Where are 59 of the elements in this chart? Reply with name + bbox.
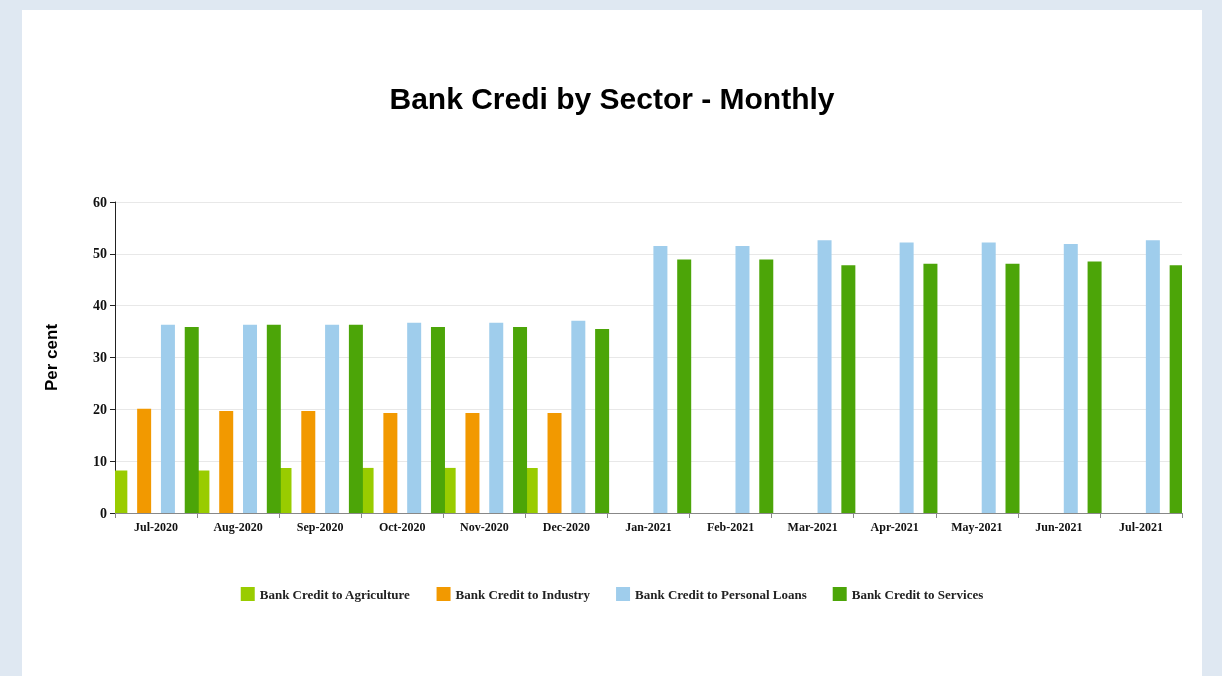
bar [325,324,340,513]
y-tick-label: 30 [93,350,107,365]
bar [899,242,914,513]
bar [243,324,258,513]
bar [817,240,832,513]
bar [301,410,316,513]
bar [653,246,668,513]
bar [1005,263,1020,513]
bar [465,412,480,513]
bar [1169,265,1182,513]
x-tick-label: Mar-2021 [787,520,838,534]
bar [219,410,234,513]
x-tick-label: Jan-2021 [625,520,672,534]
bar [348,324,363,513]
bar [184,326,199,513]
x-tick-label: Oct-2020 [378,520,426,534]
legend-label: Bank Credit to Agriculture [259,586,411,602]
x-tick-label: Jul-2020 [134,520,179,534]
x-tick-label: Dec-2020 [542,520,591,534]
bar [266,324,281,513]
x-tick-label: Sep-2020 [296,520,344,534]
y-tick-label: 20 [93,401,107,417]
bar [1145,240,1160,513]
y-tick-label: 50 [93,246,107,262]
y-tick-label: 10 [93,453,107,469]
legend-label: Bank Credit to Industry [455,586,591,602]
bar [595,328,610,513]
bar [1087,261,1102,513]
x-tick-label: Jun-2021 [1035,520,1083,534]
y-tick-label: 0 [100,505,107,521]
bar [383,412,398,513]
bar [547,412,562,513]
chart-title: Bank Credi by Sector - Monthly [389,81,835,115]
bar [407,322,422,513]
x-tick-label: Jul-2021 [1118,520,1163,534]
x-tick-label: Apr-2021 [870,520,919,534]
x-tick-label: May-2021 [951,520,1003,534]
legend-label: Bank Credit to Personal Loans [635,586,807,602]
x-tick-label: Aug-2020 [213,520,263,534]
bar [571,320,586,513]
legend-label: Bank Credit to Services [851,586,984,602]
bar [1063,243,1078,513]
y-axis-title: Per cent [42,323,61,392]
bar [430,326,445,513]
bar [160,324,175,513]
bar [923,263,938,513]
y-tick-label: 40 [93,298,107,314]
bar [981,242,996,513]
bar [677,259,692,513]
bar [137,408,152,513]
bar [115,470,128,513]
bar [489,322,504,513]
bar [513,326,528,513]
x-tick-label: Nov-2020 [460,520,509,534]
bar [759,259,774,513]
y-tick-label: 60 [93,194,107,210]
bar [735,246,750,513]
bar [841,265,856,513]
x-tick-label: Feb-2021 [706,520,755,534]
